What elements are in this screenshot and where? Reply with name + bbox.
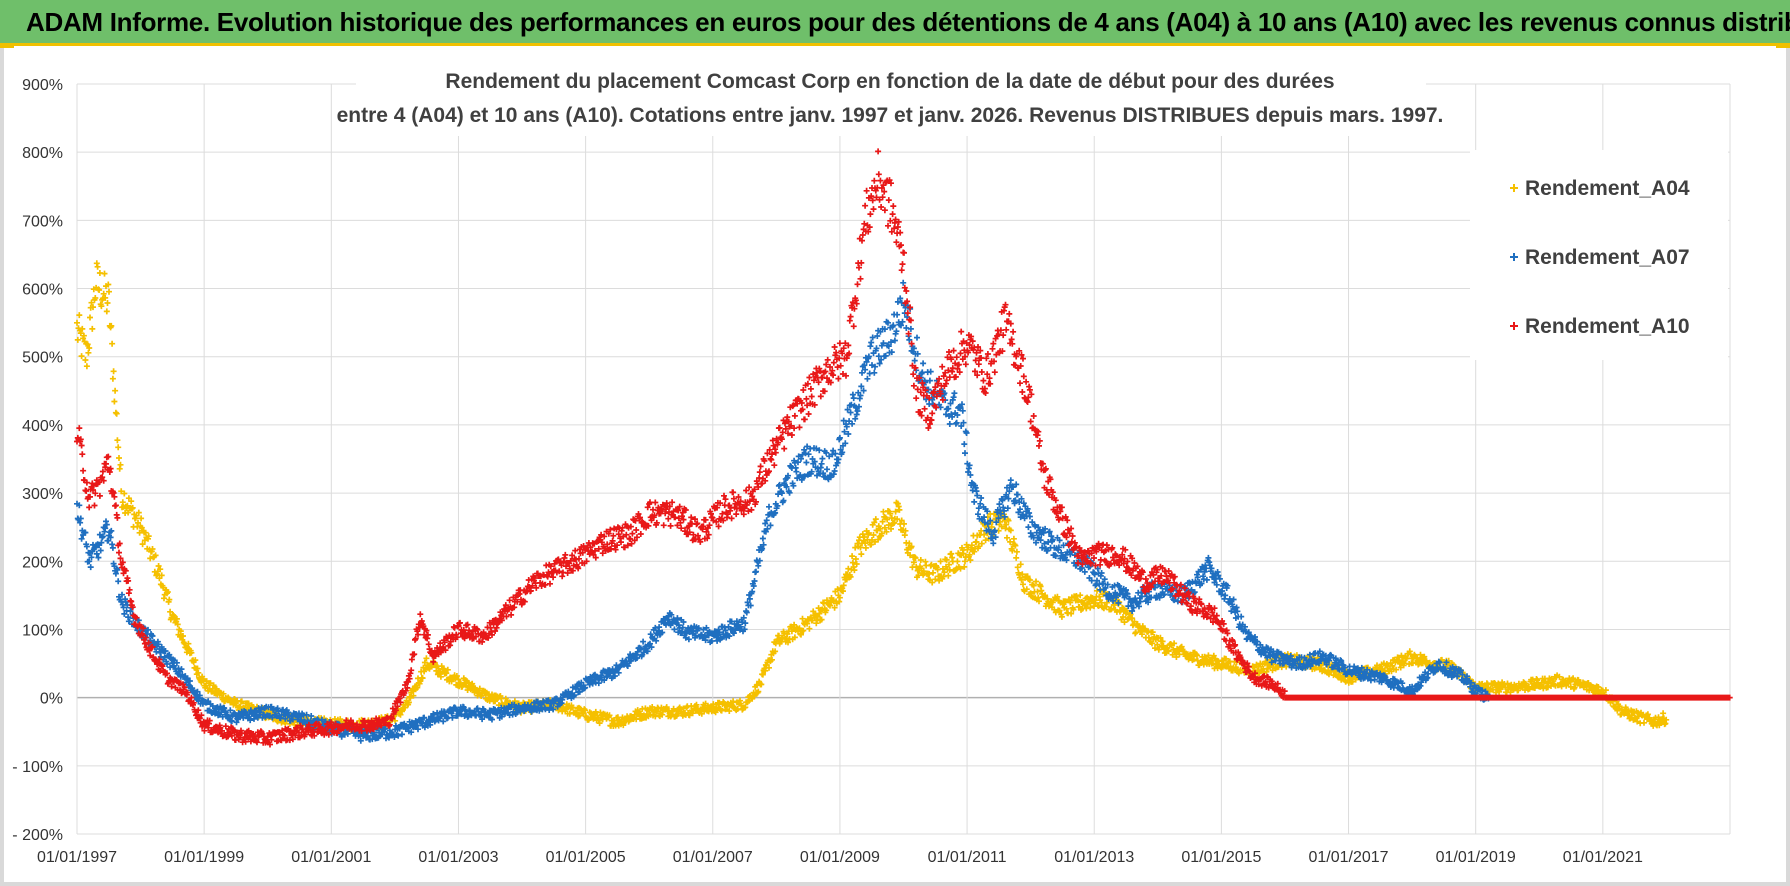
x-tick-label: 01/01/1997 xyxy=(37,849,117,866)
x-tick-label: 01/01/1999 xyxy=(164,849,244,866)
y-tick-label: 300% xyxy=(22,486,63,503)
legend: Rendement_A04 Rendement_A07 Rendement_A10 xyxy=(1470,150,1728,360)
y-tick-label: 400% xyxy=(22,418,63,435)
series-Rendement_A07 xyxy=(74,279,1492,744)
series-points xyxy=(74,148,1733,748)
y-tick-label: - 200% xyxy=(12,827,63,844)
y-tick-label: 600% xyxy=(22,282,63,299)
legend-label: Rendement_A07 xyxy=(1525,246,1690,269)
y-tick-label: 700% xyxy=(22,213,63,230)
x-tick-label: 01/01/2003 xyxy=(418,849,498,866)
x-tick-label: 01/01/2007 xyxy=(673,849,753,866)
banner-accent-left xyxy=(0,43,14,48)
title-box xyxy=(356,64,1426,136)
banner: ADAM Informe. Evolution historique des p… xyxy=(0,0,1790,46)
y-tick-label: - 100% xyxy=(12,759,63,776)
x-tick-label: 01/01/2021 xyxy=(1563,849,1643,866)
series-Rendement_A10 xyxy=(74,148,1733,748)
x-tick-label: 01/01/2005 xyxy=(546,849,626,866)
legend-label: Rendement_A10 xyxy=(1525,315,1690,338)
x-tick-label: 01/01/2015 xyxy=(1181,849,1261,866)
x-tick-label: 01/01/2013 xyxy=(1054,849,1134,866)
legend-marker xyxy=(1510,184,1518,192)
y-tick-label: 900% xyxy=(22,77,63,94)
series-Rendement_A04 xyxy=(74,260,1670,734)
series-points xyxy=(74,260,1670,734)
data-points xyxy=(74,148,1733,748)
chart-title-line1: Rendement du placement Comcast Corp en f… xyxy=(445,70,1334,93)
legend-marker xyxy=(1510,253,1518,261)
grid xyxy=(76,83,1731,835)
series-points xyxy=(74,279,1492,744)
x-tick-label: 01/01/2017 xyxy=(1308,849,1388,866)
y-tick-label: 500% xyxy=(22,350,63,367)
x-tick-label: 01/01/2009 xyxy=(800,849,880,866)
y-tick-label: 800% xyxy=(22,145,63,162)
banner-accent-right xyxy=(1776,43,1790,48)
legend-label: Rendement_A04 xyxy=(1525,177,1690,200)
axis-ticks: 900% 800% 700% 600% 500% 400% 300% 200% 100% 0% - … xyxy=(12,77,1643,866)
x-tick-label: 01/01/2019 xyxy=(1436,849,1516,866)
banner-title: ADAM Informe. Evolution historique des p… xyxy=(26,7,1790,37)
y-tick-label: 100% xyxy=(22,622,63,639)
x-tick-label: 01/01/2001 xyxy=(291,849,371,866)
legend-marker xyxy=(1510,322,1518,330)
chart-title-line2: entre 4 (A04) et 10 ans (A10). Cotations… xyxy=(337,104,1444,127)
x-tick-label: 01/01/2011 xyxy=(928,849,1007,866)
y-tick-label: 200% xyxy=(22,554,63,571)
y-tick-label: 0% xyxy=(40,691,63,708)
